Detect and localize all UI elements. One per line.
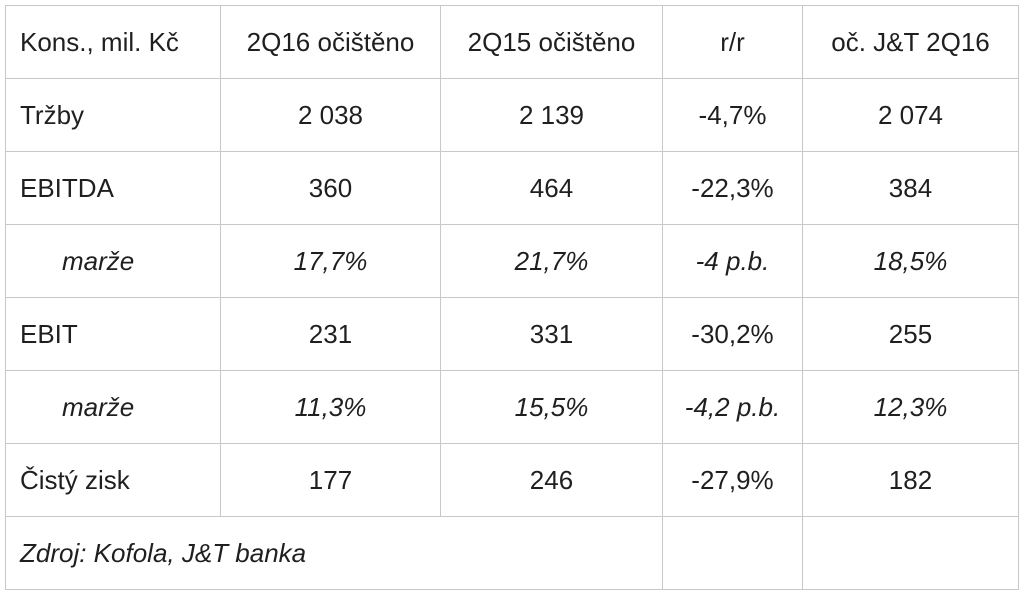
header-cell: r/r xyxy=(662,5,803,79)
row-label: marže xyxy=(5,224,221,298)
row-label: Čistý zisk xyxy=(5,443,221,517)
cell: -4,2 p.b. xyxy=(662,370,803,444)
cell: 182 xyxy=(802,443,1019,517)
cell: 331 xyxy=(440,297,663,371)
empty-cell xyxy=(802,516,1019,590)
cell: 231 xyxy=(220,297,441,371)
cell: 11,3% xyxy=(220,370,441,444)
cell: 17,7% xyxy=(220,224,441,298)
data-table: Kons., mil. Kč 2Q16 očištěno 2Q15 očištěno… xyxy=(5,5,1019,590)
data-row: EBIT 231 331 -30,2% 255 xyxy=(5,297,1019,371)
header-cell: 2Q16 očištěno xyxy=(220,5,441,79)
cell: 2 038 xyxy=(220,78,441,152)
header-cell: Kons., mil. Kč xyxy=(5,5,221,79)
row-label: EBIT xyxy=(5,297,221,371)
header-cell: oč. J&T 2Q16 xyxy=(802,5,1019,79)
header-row: Kons., mil. Kč 2Q16 očištěno 2Q15 očištěno… xyxy=(5,5,1019,79)
cell: 360 xyxy=(220,151,441,225)
header-cell: 2Q15 očištěno xyxy=(440,5,663,79)
cell: 464 xyxy=(440,151,663,225)
cell: 177 xyxy=(220,443,441,517)
cell: -27,9% xyxy=(662,443,803,517)
cell: -4 p.b. xyxy=(662,224,803,298)
data-row: marže 11,3% 15,5% -4,2 p.b. 12,3% xyxy=(5,370,1019,444)
cell: -4,7% xyxy=(662,78,803,152)
cell: 2 074 xyxy=(802,78,1019,152)
row-label: EBITDA xyxy=(5,151,221,225)
data-row: EBITDA 360 464 -22,3% 384 xyxy=(5,151,1019,225)
cell: 384 xyxy=(802,151,1019,225)
cell: 246 xyxy=(440,443,663,517)
source-note: Zdroj: Kofola, J&T banka xyxy=(5,516,663,590)
source-row: Zdroj: Kofola, J&T banka xyxy=(5,516,1019,590)
data-row: Čistý zisk 177 246 -27,9% 182 xyxy=(5,443,1019,517)
cell: 12,3% xyxy=(802,370,1019,444)
data-row: Tržby 2 038 2 139 -4,7% 2 074 xyxy=(5,78,1019,152)
cell: 15,5% xyxy=(440,370,663,444)
cell: -22,3% xyxy=(662,151,803,225)
cell: 21,7% xyxy=(440,224,663,298)
cell: 18,5% xyxy=(802,224,1019,298)
cell: -30,2% xyxy=(662,297,803,371)
row-label: Tržby xyxy=(5,78,221,152)
data-row: marže 17,7% 21,7% -4 p.b. 18,5% xyxy=(5,224,1019,298)
cell: 255 xyxy=(802,297,1019,371)
empty-cell xyxy=(662,516,803,590)
cell: 2 139 xyxy=(440,78,663,152)
row-label: marže xyxy=(5,370,221,444)
